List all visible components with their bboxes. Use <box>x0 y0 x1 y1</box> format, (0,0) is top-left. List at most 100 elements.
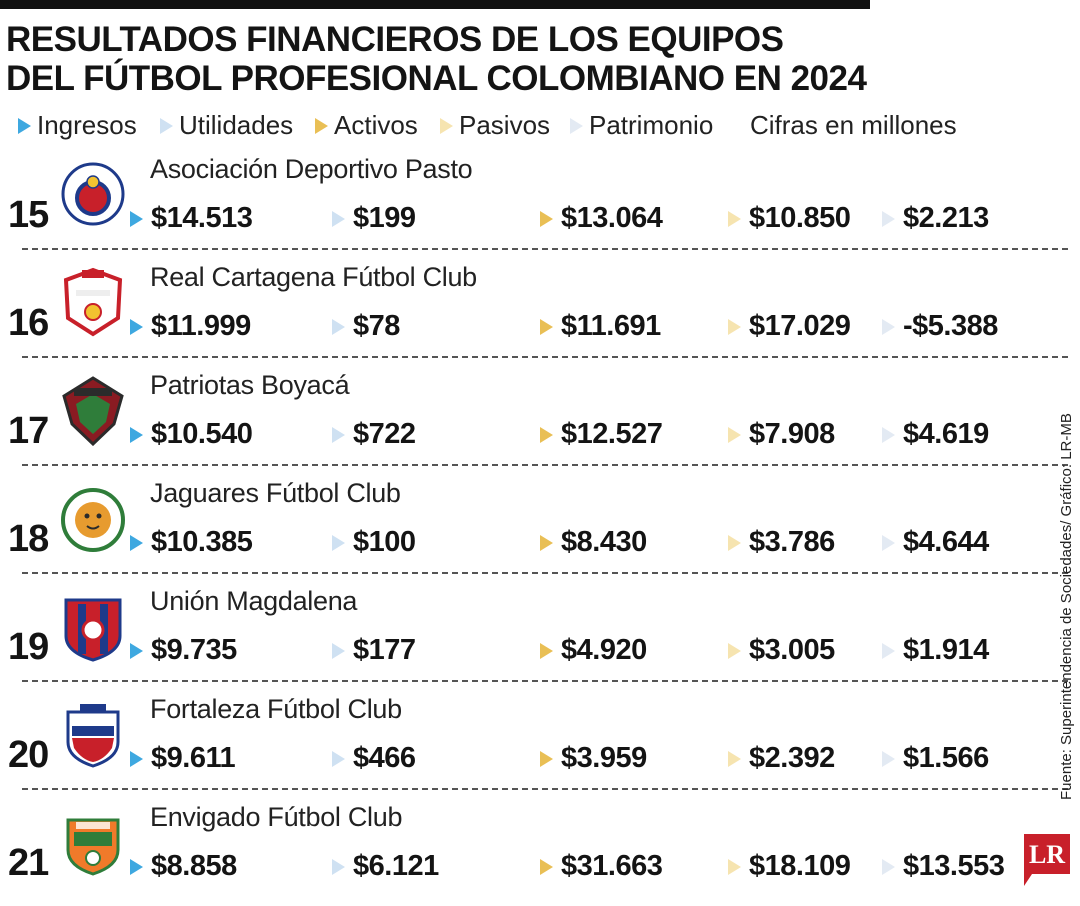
team-rank: 19 <box>8 626 49 668</box>
legend-label: Activos <box>334 110 418 140</box>
triangle-icon <box>728 534 741 551</box>
team-name: Fortaleza Fútbol Club <box>150 694 402 724</box>
ingresos-value: $9.735 <box>130 634 237 667</box>
team-rank: 18 <box>8 518 49 560</box>
triangle-icon <box>882 750 895 767</box>
team-rank: 20 <box>8 734 49 776</box>
ingresos-value: $10.385 <box>130 526 253 559</box>
triangle-icon <box>315 117 328 134</box>
fortaleza-logo <box>66 704 120 768</box>
row-divider <box>22 788 1068 790</box>
triangle-icon <box>332 534 345 551</box>
triangle-icon <box>540 426 553 443</box>
pasivos-value: $7.908 <box>728 418 835 451</box>
legend-label: Patrimonio <box>589 110 714 140</box>
triangle-icon <box>728 426 741 443</box>
triangle-icon <box>540 750 553 767</box>
utilidades-value: $199 <box>332 202 416 235</box>
patrimonio-value: $4.619 <box>882 418 989 451</box>
row-divider <box>22 248 1068 250</box>
team-name: Asociación Deportivo Pasto <box>150 154 473 184</box>
triangle-icon <box>332 426 345 443</box>
legend-item-ingresos: Ingresos <box>18 110 137 141</box>
ingresos-value: $8.858 <box>130 850 237 883</box>
lr-logo-text: LR <box>1028 840 1066 869</box>
team-name: Envigado Fútbol Club <box>150 802 403 832</box>
activos-value: $11.691 <box>540 310 661 343</box>
triangle-icon <box>570 117 583 134</box>
triangle-icon <box>728 858 741 875</box>
patrimonio-value: $1.566 <box>882 742 989 775</box>
triangle-icon <box>728 318 741 335</box>
patrimonio-value: -$5.388 <box>882 310 998 343</box>
utilidades-value: $722 <box>332 418 416 451</box>
triangle-icon <box>540 534 553 551</box>
team-name: Patriotas Boyacá <box>150 370 350 400</box>
ingresos-value: $10.540 <box>130 418 253 451</box>
utilidades-value: $177 <box>332 634 416 667</box>
pasivos-value: $17.029 <box>728 310 851 343</box>
union-magdalena-logo <box>64 598 122 662</box>
lr-badge-shape <box>1024 834 1070 886</box>
triangle-icon <box>882 642 895 659</box>
triangle-icon <box>130 426 143 443</box>
triangle-icon <box>728 750 741 767</box>
page-title: RESULTADOS FINANCIEROS DE LOS EQUIPOS DE… <box>6 20 906 98</box>
legend-item-pasivos: Pasivos <box>440 110 550 141</box>
triangle-icon <box>728 642 741 659</box>
triangle-icon <box>130 750 143 767</box>
title-line-1: RESULTADOS FINANCIEROS DE LOS EQUIPOS <box>6 20 784 59</box>
ingresos-value: $11.999 <box>130 310 251 343</box>
team-rank: 17 <box>8 410 49 452</box>
triangle-icon <box>332 858 345 875</box>
legend: Ingresos Utilidades Activos Pasivos Patr… <box>18 110 958 146</box>
legend-item-activos: Activos <box>315 110 418 141</box>
pasivos-value: $3.005 <box>728 634 835 667</box>
activos-value: $4.920 <box>540 634 647 667</box>
triangle-icon <box>332 750 345 767</box>
team-rank: 16 <box>8 302 49 344</box>
pasivos-value: $10.850 <box>728 202 851 235</box>
patrimonio-value: $13.553 <box>882 850 1005 883</box>
team-name: Unión Magdalena <box>150 586 358 616</box>
ingresos-value: $9.611 <box>130 742 236 775</box>
utilidades-value: $78 <box>332 310 400 343</box>
team-rank: 21 <box>8 842 49 884</box>
legend-item-patrimonio: Patrimonio <box>570 110 713 141</box>
team-name: Jaguares Fútbol Club <box>150 478 401 508</box>
triangle-icon <box>882 318 895 335</box>
legend-item-utilidades: Utilidades <box>160 110 293 141</box>
patrimonio-value: $2.213 <box>882 202 989 235</box>
team-row: 17 Patriotas Boyacá $10.540 $722 $12.527… <box>0 366 1080 474</box>
row-divider <box>22 572 1068 574</box>
triangle-icon <box>130 642 143 659</box>
title-line-2: DEL FÚTBOL PROFESIONAL COLOMBIANO EN 202… <box>6 59 867 98</box>
triangle-icon <box>130 534 143 551</box>
triangle-icon <box>130 210 143 227</box>
triangle-icon <box>882 426 895 443</box>
utilidades-value: $466 <box>332 742 416 775</box>
triangle-icon <box>440 117 453 134</box>
activos-value: $8.430 <box>540 526 647 559</box>
team-row: 20 Fortaleza Fútbol Club $9.611 $466 $3.… <box>0 690 1080 798</box>
pasivos-value: $18.109 <box>728 850 851 883</box>
triangle-icon <box>160 117 173 134</box>
team-row: 15 Asociación Deportivo Pasto $14.513 $1… <box>0 150 1080 258</box>
triangle-icon <box>882 858 895 875</box>
triangle-icon <box>130 318 143 335</box>
utilidades-value: $100 <box>332 526 416 559</box>
triangle-icon <box>332 642 345 659</box>
row-divider <box>22 680 1068 682</box>
jaguares-logo <box>61 488 125 552</box>
activos-value: $3.959 <box>540 742 647 775</box>
team-row: 19 Unión Magdalena $9.735 $177 $4.920 $3… <box>0 582 1080 690</box>
row-divider <box>22 464 1068 466</box>
pasivos-value: $3.786 <box>728 526 835 559</box>
team-row: 16 Real Cartagena Fútbol Club $11.999 $7… <box>0 258 1080 366</box>
utilidades-value: $6.121 <box>332 850 439 883</box>
ingresos-value: $14.513 <box>130 202 253 235</box>
team-row: 21 Envigado Fútbol Club $8.858 $6.121 $3… <box>0 798 1080 906</box>
triangle-icon <box>130 858 143 875</box>
activos-value: $13.064 <box>540 202 663 235</box>
team-row: 18 Jaguares Fútbol Club $10.385 $100 $8.… <box>0 474 1080 582</box>
